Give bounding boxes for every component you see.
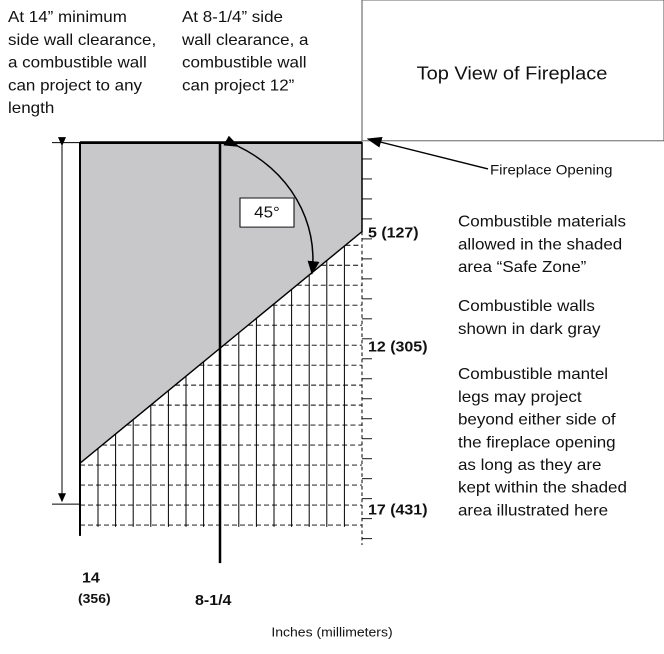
note: area “Safe Zone” xyxy=(458,259,586,276)
left-note: length xyxy=(8,100,54,117)
opening-label: Fireplace Opening xyxy=(490,163,612,178)
right-mark: 17 (431) xyxy=(368,502,428,518)
note: legs may project xyxy=(458,389,582,406)
note: the fireplace opening xyxy=(458,434,616,451)
left-note: At 14” minimum xyxy=(8,9,127,26)
angle-label: 45° xyxy=(254,204,280,221)
opening-arrow xyxy=(366,136,489,170)
right-mark: 12 (305) xyxy=(368,339,428,355)
note: Combustible materials xyxy=(458,213,626,230)
bottom-mark: 14 xyxy=(82,570,100,586)
middle-note: combustible wall xyxy=(182,54,307,71)
note: beyond either side of xyxy=(458,411,616,428)
left-note: side wall clearance, xyxy=(8,32,156,49)
note: allowed in the shaded xyxy=(458,236,622,253)
right-mark: 5 (127) xyxy=(368,225,419,241)
hatch xyxy=(80,158,372,540)
note: Combustible mantel xyxy=(458,366,608,383)
bottom-mark: 8-1/4 xyxy=(195,593,232,609)
angle-box xyxy=(239,197,295,228)
middle-note: wall clearance, a xyxy=(181,32,310,49)
left-note: can project to any xyxy=(8,77,143,94)
units: Inches (millimeters) xyxy=(271,625,392,639)
note: shown in dark gray xyxy=(458,320,601,337)
left-note: a combustible wall xyxy=(8,54,147,71)
note: kept within the shaded xyxy=(458,479,627,496)
middle-note: At 8-1/4” side xyxy=(182,9,283,26)
note: Combustible walls xyxy=(458,298,595,315)
middle-note: can project 12” xyxy=(182,77,294,94)
note: area illustrated here xyxy=(458,502,608,519)
angle-arc xyxy=(223,135,320,275)
bottom-mark: (356) xyxy=(78,591,111,605)
note: as long as they are xyxy=(458,457,601,474)
top-view-box xyxy=(361,0,664,142)
top-view-label: Top View of Fireplace xyxy=(417,64,608,84)
